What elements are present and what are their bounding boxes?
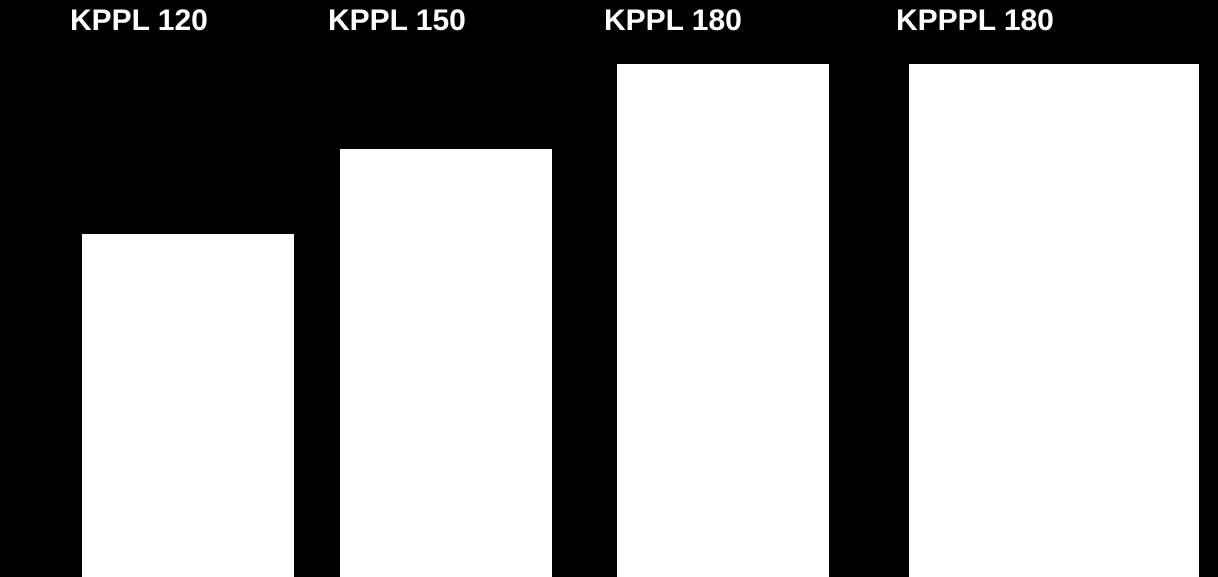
bar-label-2: KPPL 180 <box>604 4 742 38</box>
bar-rect-3 <box>909 64 1199 577</box>
bar-label-1: KPPL 150 <box>328 4 466 38</box>
bar-rect-1 <box>340 149 552 577</box>
bar-label-3: KPPPL 180 <box>896 4 1054 38</box>
bar-rect-2 <box>617 64 829 577</box>
size-comparison-bar-chart: KPPL 120 KPPL 150 KPPL 180 KPPPL 180 <box>0 0 1218 577</box>
bar-rect-0 <box>82 234 294 577</box>
bar-label-0: KPPL 120 <box>70 4 208 38</box>
